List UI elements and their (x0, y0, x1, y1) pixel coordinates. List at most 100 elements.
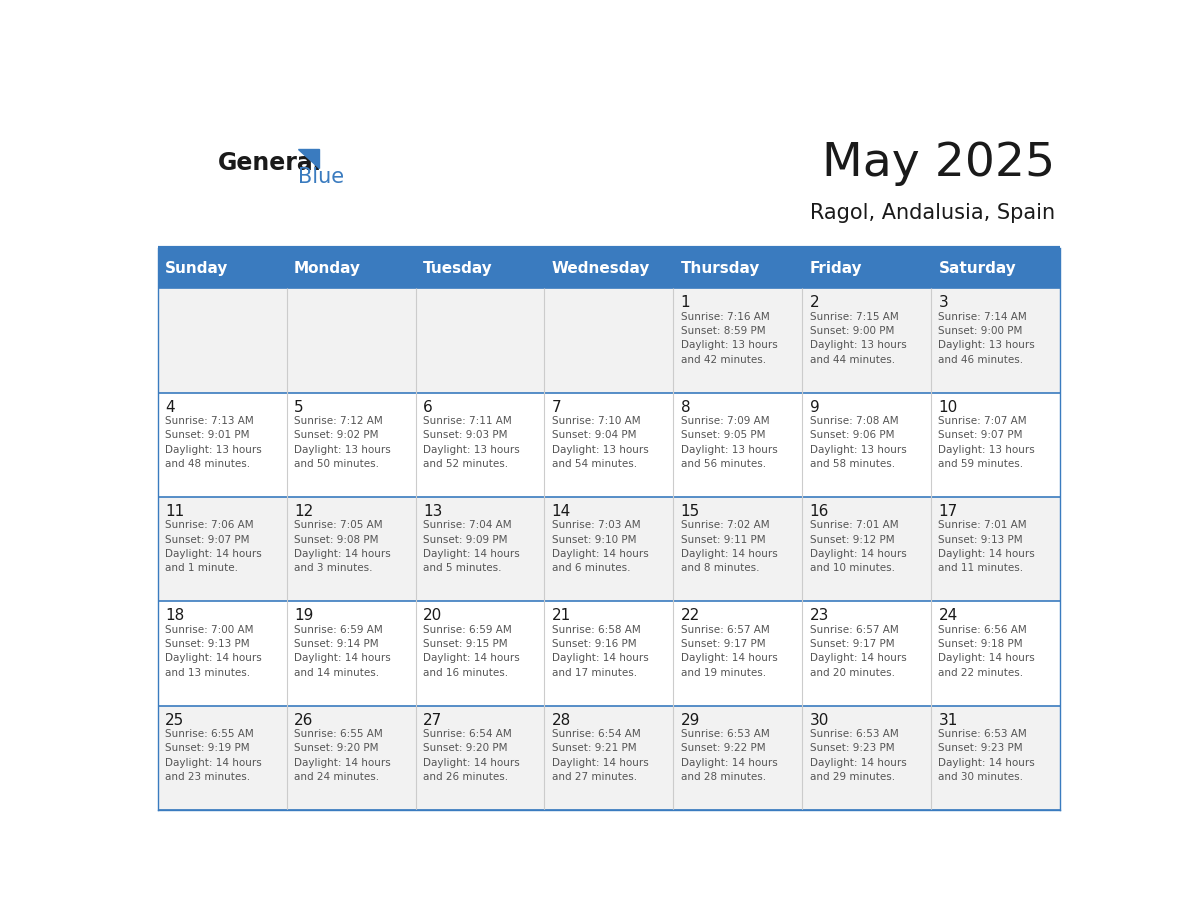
Text: Sunrise: 7:07 AM
Sunset: 9:07 PM
Daylight: 13 hours
and 59 minutes.: Sunrise: 7:07 AM Sunset: 9:07 PM Dayligh… (939, 416, 1035, 469)
Bar (802, 601, 931, 706)
Text: Sunrise: 7:12 AM
Sunset: 9:02 PM
Daylight: 13 hours
and 50 minutes.: Sunrise: 7:12 AM Sunset: 9:02 PM Dayligh… (293, 416, 391, 469)
Text: General: General (217, 151, 322, 175)
Bar (416, 248, 544, 288)
Bar (158, 601, 286, 706)
Text: Sunrise: 7:13 AM
Sunset: 9:01 PM
Daylight: 13 hours
and 48 minutes.: Sunrise: 7:13 AM Sunset: 9:01 PM Dayligh… (165, 416, 261, 469)
Text: 16: 16 (809, 504, 829, 519)
Text: 2: 2 (809, 296, 820, 310)
Bar (416, 288, 544, 393)
Text: 13: 13 (423, 504, 442, 519)
Bar (416, 393, 544, 497)
Text: Sunrise: 7:11 AM
Sunset: 9:03 PM
Daylight: 13 hours
and 52 minutes.: Sunrise: 7:11 AM Sunset: 9:03 PM Dayligh… (423, 416, 519, 469)
Bar (416, 497, 544, 601)
Text: Sunrise: 7:03 AM
Sunset: 9:10 PM
Daylight: 14 hours
and 6 minutes.: Sunrise: 7:03 AM Sunset: 9:10 PM Dayligh… (551, 521, 649, 574)
Text: Sunrise: 6:54 AM
Sunset: 9:20 PM
Daylight: 14 hours
and 26 minutes.: Sunrise: 6:54 AM Sunset: 9:20 PM Dayligh… (423, 729, 519, 782)
Text: Sunday: Sunday (165, 261, 228, 275)
Bar (544, 393, 674, 497)
Bar (544, 248, 674, 288)
Text: 7: 7 (551, 399, 562, 415)
Text: Sunrise: 6:55 AM
Sunset: 9:19 PM
Daylight: 14 hours
and 23 minutes.: Sunrise: 6:55 AM Sunset: 9:19 PM Dayligh… (165, 729, 261, 782)
Text: 31: 31 (939, 712, 958, 728)
Text: Sunrise: 6:54 AM
Sunset: 9:21 PM
Daylight: 14 hours
and 27 minutes.: Sunrise: 6:54 AM Sunset: 9:21 PM Dayligh… (551, 729, 649, 782)
Text: 28: 28 (551, 712, 571, 728)
Bar (931, 706, 1060, 810)
Bar (802, 706, 931, 810)
Bar (286, 497, 416, 601)
Bar (416, 706, 544, 810)
Text: Friday: Friday (809, 261, 862, 275)
Text: 17: 17 (939, 504, 958, 519)
Bar (674, 706, 802, 810)
Text: 3: 3 (939, 296, 948, 310)
Text: 10: 10 (939, 399, 958, 415)
Text: 26: 26 (293, 712, 314, 728)
Text: Sunrise: 7:01 AM
Sunset: 9:12 PM
Daylight: 14 hours
and 10 minutes.: Sunrise: 7:01 AM Sunset: 9:12 PM Dayligh… (809, 521, 906, 574)
Text: Sunrise: 7:16 AM
Sunset: 8:59 PM
Daylight: 13 hours
and 42 minutes.: Sunrise: 7:16 AM Sunset: 8:59 PM Dayligh… (681, 311, 777, 364)
Bar (158, 497, 286, 601)
Text: 4: 4 (165, 399, 175, 415)
Text: Sunrise: 7:14 AM
Sunset: 9:00 PM
Daylight: 13 hours
and 46 minutes.: Sunrise: 7:14 AM Sunset: 9:00 PM Dayligh… (939, 311, 1035, 364)
Text: 6: 6 (423, 399, 432, 415)
Text: Sunrise: 7:01 AM
Sunset: 9:13 PM
Daylight: 14 hours
and 11 minutes.: Sunrise: 7:01 AM Sunset: 9:13 PM Dayligh… (939, 521, 1035, 574)
Text: Sunrise: 6:59 AM
Sunset: 9:14 PM
Daylight: 14 hours
and 14 minutes.: Sunrise: 6:59 AM Sunset: 9:14 PM Dayligh… (293, 624, 391, 677)
Text: Sunrise: 7:00 AM
Sunset: 9:13 PM
Daylight: 14 hours
and 13 minutes.: Sunrise: 7:00 AM Sunset: 9:13 PM Dayligh… (165, 624, 261, 677)
Text: 21: 21 (551, 609, 571, 623)
Text: Sunrise: 7:15 AM
Sunset: 9:00 PM
Daylight: 13 hours
and 44 minutes.: Sunrise: 7:15 AM Sunset: 9:00 PM Dayligh… (809, 311, 906, 364)
Bar (158, 288, 286, 393)
Text: 24: 24 (939, 609, 958, 623)
Bar (158, 706, 286, 810)
Bar (674, 288, 802, 393)
Text: 22: 22 (681, 609, 700, 623)
Text: Sunrise: 6:57 AM
Sunset: 9:17 PM
Daylight: 14 hours
and 19 minutes.: Sunrise: 6:57 AM Sunset: 9:17 PM Dayligh… (681, 624, 777, 677)
Bar (286, 248, 416, 288)
Text: Sunrise: 7:08 AM
Sunset: 9:06 PM
Daylight: 13 hours
and 58 minutes.: Sunrise: 7:08 AM Sunset: 9:06 PM Dayligh… (809, 416, 906, 469)
Text: Sunrise: 6:53 AM
Sunset: 9:23 PM
Daylight: 14 hours
and 30 minutes.: Sunrise: 6:53 AM Sunset: 9:23 PM Dayligh… (939, 729, 1035, 782)
Text: 9: 9 (809, 399, 820, 415)
Text: 15: 15 (681, 504, 700, 519)
Text: 11: 11 (165, 504, 184, 519)
Text: Sunrise: 6:56 AM
Sunset: 9:18 PM
Daylight: 14 hours
and 22 minutes.: Sunrise: 6:56 AM Sunset: 9:18 PM Dayligh… (939, 624, 1035, 677)
Bar (931, 288, 1060, 393)
Text: Blue: Blue (298, 167, 343, 187)
Bar (931, 248, 1060, 288)
Bar (802, 248, 931, 288)
Text: 8: 8 (681, 399, 690, 415)
Text: 1: 1 (681, 296, 690, 310)
Bar (802, 497, 931, 601)
Bar (158, 393, 286, 497)
Text: 27: 27 (423, 712, 442, 728)
Text: 23: 23 (809, 609, 829, 623)
Text: 18: 18 (165, 609, 184, 623)
Bar (286, 706, 416, 810)
Bar (544, 288, 674, 393)
Text: Sunrise: 7:04 AM
Sunset: 9:09 PM
Daylight: 14 hours
and 5 minutes.: Sunrise: 7:04 AM Sunset: 9:09 PM Dayligh… (423, 521, 519, 574)
Text: Ragol, Andalusia, Spain: Ragol, Andalusia, Spain (810, 203, 1055, 223)
Bar (802, 288, 931, 393)
Text: Sunrise: 6:57 AM
Sunset: 9:17 PM
Daylight: 14 hours
and 20 minutes.: Sunrise: 6:57 AM Sunset: 9:17 PM Dayligh… (809, 624, 906, 677)
Text: 30: 30 (809, 712, 829, 728)
Bar (544, 601, 674, 706)
Bar (674, 248, 802, 288)
Text: Sunrise: 7:09 AM
Sunset: 9:05 PM
Daylight: 13 hours
and 56 minutes.: Sunrise: 7:09 AM Sunset: 9:05 PM Dayligh… (681, 416, 777, 469)
Text: Thursday: Thursday (681, 261, 760, 275)
Text: Tuesday: Tuesday (423, 261, 493, 275)
Text: Sunrise: 6:59 AM
Sunset: 9:15 PM
Daylight: 14 hours
and 16 minutes.: Sunrise: 6:59 AM Sunset: 9:15 PM Dayligh… (423, 624, 519, 677)
Text: Wednesday: Wednesday (551, 261, 650, 275)
Bar (802, 393, 931, 497)
Text: Sunrise: 7:05 AM
Sunset: 9:08 PM
Daylight: 14 hours
and 3 minutes.: Sunrise: 7:05 AM Sunset: 9:08 PM Dayligh… (293, 521, 391, 574)
Bar (158, 248, 286, 288)
Text: Sunrise: 6:58 AM
Sunset: 9:16 PM
Daylight: 14 hours
and 17 minutes.: Sunrise: 6:58 AM Sunset: 9:16 PM Dayligh… (551, 624, 649, 677)
Text: Saturday: Saturday (939, 261, 1016, 275)
Text: 5: 5 (293, 399, 304, 415)
Text: Sunrise: 7:06 AM
Sunset: 9:07 PM
Daylight: 14 hours
and 1 minute.: Sunrise: 7:06 AM Sunset: 9:07 PM Dayligh… (165, 521, 261, 574)
Text: 20: 20 (423, 609, 442, 623)
Bar (931, 601, 1060, 706)
Bar (674, 393, 802, 497)
Bar (674, 601, 802, 706)
Text: 29: 29 (681, 712, 700, 728)
Text: Sunrise: 6:53 AM
Sunset: 9:23 PM
Daylight: 14 hours
and 29 minutes.: Sunrise: 6:53 AM Sunset: 9:23 PM Dayligh… (809, 729, 906, 782)
Text: 12: 12 (293, 504, 314, 519)
Text: 25: 25 (165, 712, 184, 728)
Bar (286, 601, 416, 706)
Text: 14: 14 (551, 504, 571, 519)
